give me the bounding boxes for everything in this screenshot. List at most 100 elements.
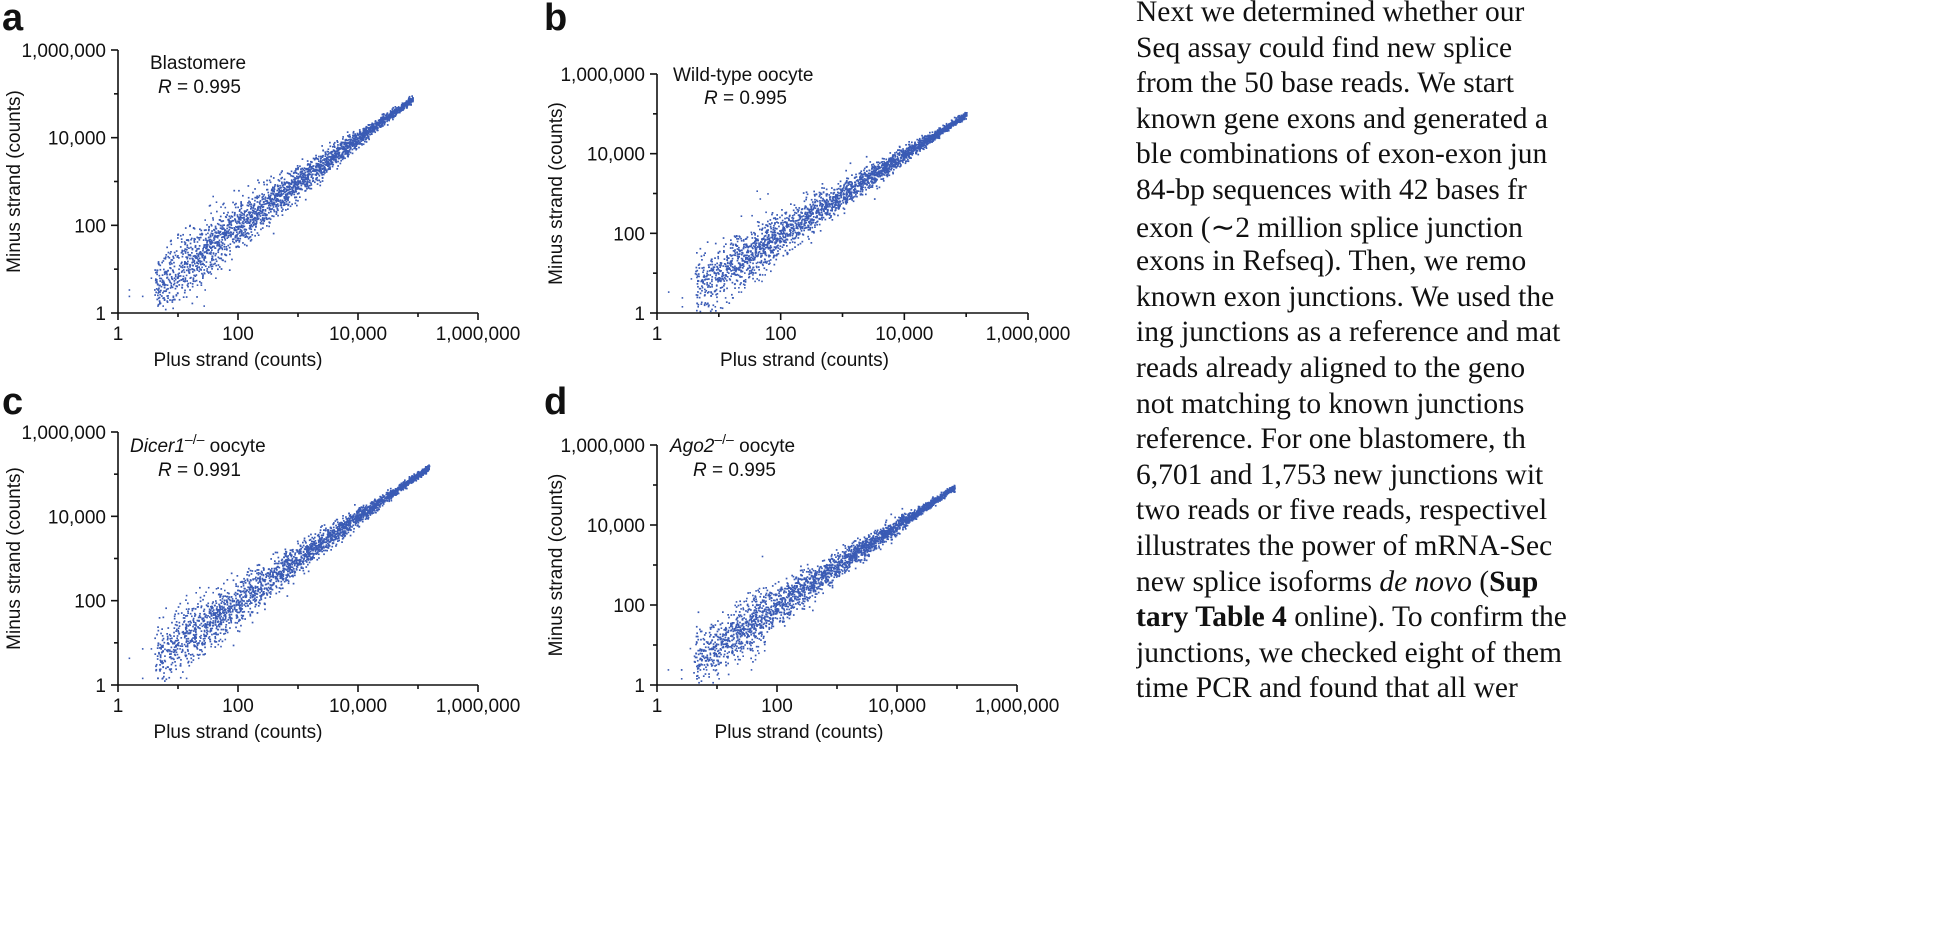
data-point <box>859 173 861 175</box>
data-point <box>802 228 804 230</box>
data-point <box>182 234 184 236</box>
data-point <box>392 119 394 121</box>
data-point <box>195 246 197 248</box>
data-point <box>207 233 209 235</box>
data-point <box>703 254 705 256</box>
data-point <box>846 195 848 197</box>
data-point <box>349 139 351 141</box>
data-point <box>265 215 267 217</box>
data-point <box>349 143 351 145</box>
data-point <box>276 199 278 201</box>
data-point <box>734 287 736 289</box>
data-point <box>809 229 811 231</box>
data-point <box>175 274 177 276</box>
data-point <box>352 137 354 139</box>
data-point <box>162 305 164 307</box>
data-point <box>196 274 198 276</box>
data-point <box>412 98 414 100</box>
data-point <box>758 266 760 268</box>
data-point <box>220 231 222 233</box>
data-point <box>719 290 721 292</box>
data-point <box>284 204 286 206</box>
data-point <box>883 169 885 171</box>
data-point <box>219 219 221 221</box>
data-point <box>163 282 165 284</box>
data-point <box>823 210 825 212</box>
data-point <box>812 203 814 205</box>
data-point <box>766 261 768 263</box>
data-point <box>369 124 371 126</box>
data-point <box>228 235 230 237</box>
data-point <box>809 213 811 215</box>
data-point <box>765 235 767 237</box>
data-point <box>292 187 294 189</box>
data-point <box>174 252 176 254</box>
data-point <box>192 261 194 263</box>
data-point <box>198 263 200 265</box>
y-axis-label: Minus strand (counts) <box>4 90 25 273</box>
data-point <box>199 262 201 264</box>
data-point <box>287 205 289 207</box>
data-point <box>307 160 309 162</box>
data-point <box>244 231 246 233</box>
data-point <box>325 158 327 160</box>
data-point <box>794 246 796 248</box>
data-point <box>182 265 184 267</box>
data-point <box>254 203 256 205</box>
data-point <box>922 137 924 139</box>
data-point <box>284 183 286 185</box>
data-point <box>215 231 217 233</box>
data-point <box>739 284 741 286</box>
data-point <box>755 244 757 246</box>
data-point <box>269 180 271 182</box>
data-point <box>842 188 844 190</box>
data-point <box>221 245 223 247</box>
data-point <box>767 193 769 195</box>
data-point <box>730 265 732 267</box>
data-point <box>208 237 210 239</box>
data-point <box>896 151 898 153</box>
data-point <box>358 140 360 142</box>
data-point <box>162 274 164 276</box>
data-point <box>871 182 873 184</box>
data-point <box>181 241 183 243</box>
data-point <box>862 184 864 186</box>
data-point <box>228 220 230 222</box>
data-point <box>719 280 721 282</box>
data-point <box>277 193 279 195</box>
data-point <box>328 159 330 161</box>
data-point <box>272 198 274 200</box>
data-point <box>371 123 373 125</box>
data-point <box>235 226 237 228</box>
x-tick-label: 10,000 <box>329 324 387 345</box>
data-point <box>825 204 827 206</box>
data-point <box>917 144 919 146</box>
data-point <box>699 297 701 299</box>
data-point <box>251 239 253 241</box>
data-point <box>908 160 910 162</box>
data-point <box>316 169 318 171</box>
data-point <box>814 199 816 201</box>
data-point <box>217 268 219 270</box>
data-point <box>301 178 303 180</box>
data-point <box>786 245 788 247</box>
data-point <box>203 264 205 266</box>
data-point <box>201 267 203 269</box>
data-point <box>329 142 331 144</box>
data-point <box>173 262 175 264</box>
data-point <box>726 259 728 261</box>
data-point <box>761 229 763 231</box>
data-point <box>752 274 754 276</box>
data-point <box>775 259 777 261</box>
data-point <box>251 231 253 233</box>
data-point <box>860 189 862 191</box>
data-point <box>277 185 279 187</box>
data-point <box>222 204 224 206</box>
data-point <box>758 269 760 271</box>
data-point <box>750 251 752 253</box>
data-point <box>177 234 179 236</box>
data-point <box>803 219 805 221</box>
data-point <box>337 161 339 163</box>
data-point <box>349 150 351 152</box>
data-point <box>273 209 275 211</box>
